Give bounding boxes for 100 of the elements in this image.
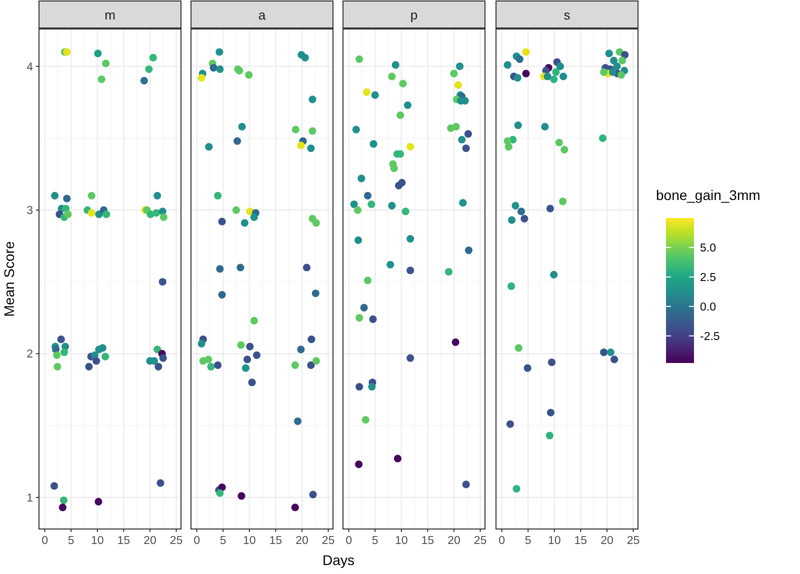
point xyxy=(63,194,71,202)
point xyxy=(390,164,398,172)
point xyxy=(444,268,453,276)
point xyxy=(98,344,106,352)
point xyxy=(504,143,512,151)
point xyxy=(154,192,162,200)
x-tick-label: 0 xyxy=(346,535,352,547)
point xyxy=(514,74,522,82)
point xyxy=(402,208,410,216)
point xyxy=(218,218,226,226)
point xyxy=(392,61,400,69)
point xyxy=(600,68,608,76)
point xyxy=(216,265,224,273)
point xyxy=(88,192,96,200)
point xyxy=(362,88,370,96)
point xyxy=(60,496,68,504)
point xyxy=(154,362,162,370)
point xyxy=(512,202,520,210)
x-axis-title: Days xyxy=(322,552,354,568)
point xyxy=(53,351,61,359)
point xyxy=(307,144,315,152)
x-tick-label: 25 xyxy=(474,535,487,547)
point xyxy=(524,364,532,372)
x-tick-label: 20 xyxy=(448,535,460,547)
color-bar-label: -2.5 xyxy=(700,330,720,343)
point xyxy=(550,270,558,278)
point xyxy=(152,209,160,217)
point xyxy=(369,315,377,324)
point xyxy=(205,143,213,151)
point xyxy=(386,260,394,268)
x-tick-label: 25 xyxy=(170,535,183,547)
point xyxy=(292,126,300,134)
point xyxy=(156,479,164,487)
point xyxy=(214,192,222,200)
point xyxy=(302,264,311,272)
point xyxy=(204,356,212,364)
color-bar-label: 0.0 xyxy=(700,301,716,314)
point xyxy=(297,142,305,150)
point xyxy=(145,65,153,74)
point xyxy=(301,54,309,62)
point xyxy=(242,364,250,372)
point xyxy=(506,420,514,428)
point xyxy=(210,64,218,72)
point xyxy=(98,75,106,84)
point xyxy=(458,136,466,144)
point xyxy=(370,140,378,148)
x-tick-label: 15 xyxy=(574,535,588,547)
point xyxy=(504,61,512,69)
point xyxy=(610,56,618,64)
point xyxy=(354,206,362,214)
point xyxy=(250,213,258,222)
point xyxy=(102,60,110,68)
point xyxy=(214,361,222,370)
x-tick-label: 10 xyxy=(394,535,408,547)
point xyxy=(608,68,617,76)
point xyxy=(308,336,316,344)
point xyxy=(149,54,157,62)
point xyxy=(154,346,162,354)
x-tick-label: 20 xyxy=(600,535,614,547)
y-axis-title: Mean Score xyxy=(1,241,17,317)
point xyxy=(352,126,360,134)
point xyxy=(399,80,407,88)
point xyxy=(388,202,396,210)
x-tick-label: 5 xyxy=(220,535,226,547)
point xyxy=(250,316,258,324)
point xyxy=(102,210,110,218)
point xyxy=(95,210,103,218)
point xyxy=(248,378,256,386)
x-tick-label: 5 xyxy=(372,535,378,547)
point xyxy=(520,214,528,222)
point xyxy=(522,70,530,78)
point xyxy=(216,65,224,74)
point xyxy=(63,48,71,56)
point xyxy=(555,138,563,146)
point xyxy=(617,71,625,79)
point xyxy=(238,122,246,130)
point xyxy=(364,192,372,200)
point xyxy=(368,200,376,208)
point xyxy=(64,210,72,218)
x-tick-label: 10 xyxy=(242,535,256,547)
point xyxy=(92,357,100,365)
point xyxy=(464,246,472,254)
point xyxy=(508,216,516,224)
point xyxy=(450,70,458,78)
x-tick-label: 20 xyxy=(296,535,308,547)
point xyxy=(101,352,110,360)
point xyxy=(459,199,467,207)
color-bar-label: 5.0 xyxy=(700,242,716,254)
point xyxy=(88,209,96,217)
point xyxy=(94,50,102,58)
point xyxy=(546,204,554,212)
point xyxy=(454,81,462,89)
point xyxy=(507,282,516,290)
point xyxy=(312,219,320,227)
point xyxy=(140,76,148,85)
point xyxy=(350,200,358,208)
point xyxy=(354,236,362,244)
x-tick-label: 20 xyxy=(144,535,156,547)
y-tick-label: 2 xyxy=(26,348,33,361)
point xyxy=(240,219,248,227)
